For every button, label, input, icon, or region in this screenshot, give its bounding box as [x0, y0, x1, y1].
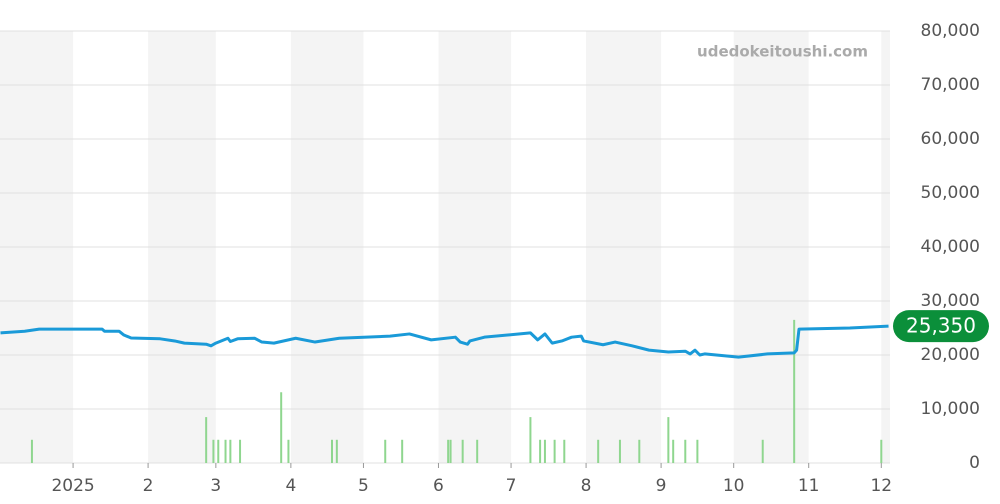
x-tick-label: 9 — [656, 476, 667, 496]
y-tick-label: 70,000 — [921, 75, 980, 95]
x-tick-label: 2 — [143, 476, 154, 496]
x-tick-label: 11 — [798, 476, 820, 496]
x-tick-label: 2025 — [51, 476, 94, 496]
y-tick-label: 0 — [969, 453, 980, 473]
y-tick-label: 50,000 — [921, 183, 980, 203]
y-tick-label: 80,000 — [921, 21, 980, 41]
x-tick-label: 5 — [358, 476, 369, 496]
x-tick-label: 12 — [870, 476, 892, 496]
y-tick-label: 20,000 — [921, 345, 980, 365]
x-tick-label: 3 — [210, 476, 221, 496]
x-tick-label: 4 — [285, 476, 296, 496]
y-tick-label: 60,000 — [921, 129, 980, 149]
current-price-label: 25,350 — [906, 314, 976, 338]
watermark: udedokeitoushi.com — [697, 43, 868, 61]
price-line — [0, 324, 889, 359]
y-tick-label: 30,000 — [921, 291, 980, 311]
x-tick-label: 10 — [723, 476, 745, 496]
y-tick-label: 10,000 — [921, 399, 980, 419]
y-tick-label: 40,000 — [921, 237, 980, 257]
x-tick-label: 8 — [581, 476, 592, 496]
x-tick-label: 7 — [506, 476, 517, 496]
x-tick-label: 6 — [433, 476, 444, 496]
current-price-badge — [893, 310, 989, 343]
